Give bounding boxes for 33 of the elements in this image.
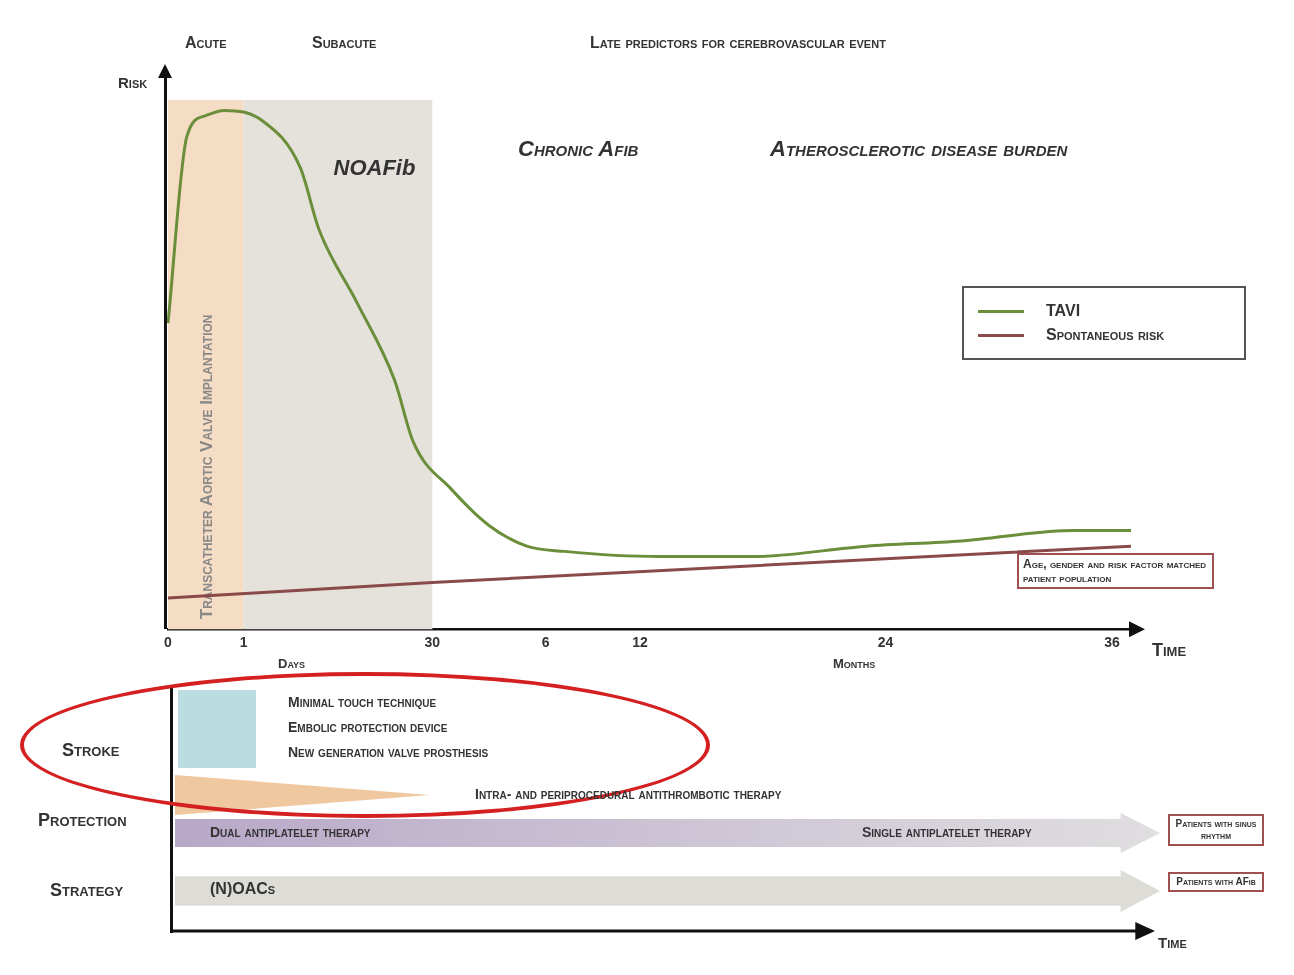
annotation: Chronic Afib (518, 136, 639, 162)
text: Time (1158, 934, 1187, 951)
text: Patients with AFib (1168, 872, 1264, 892)
text: Minimal touch technique (288, 694, 437, 710)
x-tick-label: 6 (541, 634, 550, 651)
text: Dual antiplatelet therapy (210, 824, 371, 840)
x-tick-label: 1 (239, 634, 248, 651)
band-label: NOAFib (333, 155, 416, 180)
annotation: Atherosclerotic disease burden (770, 136, 1068, 162)
text: Single antiplatelet therapy (862, 824, 1032, 840)
annotation: Age, gender and risk factor matched patient population (1017, 553, 1214, 589)
x-tick-label: 36 (1104, 634, 1121, 651)
text: Subacute (312, 34, 377, 52)
x-axis-title: Time (1152, 640, 1187, 661)
text: Months (833, 656, 876, 671)
text: Stroke (62, 740, 120, 761)
x-tick-label: 24 (877, 634, 894, 651)
text: Protection (38, 810, 127, 831)
x-tick-label: 0 (164, 634, 173, 651)
legend-label: Spontaneous risk (1046, 326, 1165, 344)
text: Patients with sinus rhythm (1168, 814, 1264, 846)
legend-label: TAVI (1046, 302, 1081, 320)
x-tick-label: 30 (424, 634, 441, 651)
text: Embolic protection device (288, 719, 448, 735)
text: Strategy (50, 880, 124, 901)
x-tick-label: 12 (632, 634, 649, 651)
band-label: Transcatheter Aortic Valve Implantation (196, 314, 216, 620)
text: Late predictors for cerebrovascular event (590, 34, 886, 52)
text: Acute (185, 34, 227, 52)
text: New generation valve prosthesis (288, 744, 489, 760)
y-axis-title: Risk (118, 74, 148, 91)
text: Days (278, 656, 306, 671)
text: (N)OACs (210, 880, 276, 898)
